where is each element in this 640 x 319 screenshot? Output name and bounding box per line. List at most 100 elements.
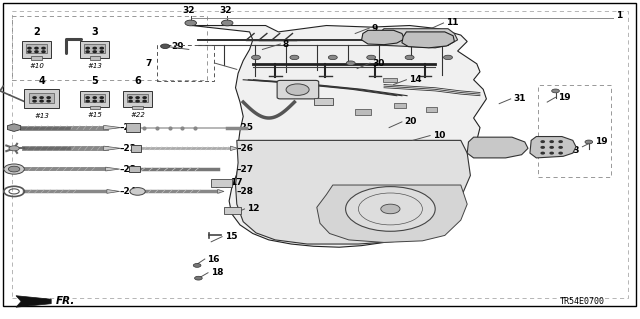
Text: #22: #22 <box>130 112 145 118</box>
FancyBboxPatch shape <box>22 41 51 58</box>
Circle shape <box>541 146 545 148</box>
Bar <box>132 106 143 109</box>
Circle shape <box>407 35 419 41</box>
Circle shape <box>33 100 36 102</box>
Polygon shape <box>106 167 120 171</box>
Circle shape <box>550 152 553 154</box>
Circle shape <box>381 204 400 214</box>
Circle shape <box>390 35 401 41</box>
Circle shape <box>40 97 44 99</box>
Circle shape <box>136 97 140 99</box>
Bar <box>426 107 437 112</box>
Bar <box>90 106 100 109</box>
Circle shape <box>252 55 260 60</box>
Polygon shape <box>530 137 576 158</box>
Circle shape <box>4 164 24 174</box>
Circle shape <box>86 47 89 49</box>
Text: #15: #15 <box>87 112 102 118</box>
Circle shape <box>550 146 553 148</box>
Circle shape <box>8 166 20 172</box>
Bar <box>90 56 100 60</box>
Text: 1: 1 <box>616 11 622 20</box>
Text: TR54E0700: TR54E0700 <box>560 297 605 306</box>
Circle shape <box>559 152 563 154</box>
Text: 6: 6 <box>134 76 141 86</box>
Text: 5: 5 <box>92 76 98 86</box>
Circle shape <box>86 51 89 53</box>
Circle shape <box>221 20 233 26</box>
Circle shape <box>47 100 51 102</box>
Circle shape <box>193 263 201 267</box>
Circle shape <box>100 100 103 102</box>
Text: –23: –23 <box>120 165 137 174</box>
Polygon shape <box>104 125 121 130</box>
FancyBboxPatch shape <box>24 90 59 108</box>
Polygon shape <box>317 185 467 242</box>
Polygon shape <box>104 146 121 151</box>
Text: 20: 20 <box>404 117 417 126</box>
Text: 17: 17 <box>230 178 243 187</box>
FancyBboxPatch shape <box>224 207 241 214</box>
Text: –21: –21 <box>120 123 137 132</box>
Circle shape <box>35 47 38 49</box>
Circle shape <box>9 146 19 151</box>
Text: #10: #10 <box>29 63 44 69</box>
Text: FR.: FR. <box>56 296 75 307</box>
Bar <box>394 103 406 108</box>
Circle shape <box>346 61 355 65</box>
Bar <box>31 56 42 60</box>
Circle shape <box>100 47 103 49</box>
Text: 32: 32 <box>182 6 195 15</box>
Bar <box>26 44 47 53</box>
Circle shape <box>367 55 376 60</box>
Text: 9: 9 <box>372 24 378 33</box>
Polygon shape <box>230 146 238 151</box>
Circle shape <box>585 140 593 144</box>
Bar <box>29 93 54 103</box>
Text: #13: #13 <box>34 114 49 119</box>
Circle shape <box>143 97 146 99</box>
Circle shape <box>290 55 299 60</box>
Text: 11: 11 <box>446 19 459 27</box>
Circle shape <box>550 141 553 142</box>
Polygon shape <box>467 137 528 158</box>
Text: 10: 10 <box>433 131 445 140</box>
Text: #13: #13 <box>87 63 102 69</box>
Text: 16: 16 <box>207 255 220 263</box>
Bar <box>538 85 611 177</box>
FancyBboxPatch shape <box>277 80 319 99</box>
Circle shape <box>100 97 103 99</box>
Circle shape <box>559 146 563 148</box>
Circle shape <box>541 152 545 154</box>
Polygon shape <box>362 30 404 45</box>
Bar <box>129 166 140 172</box>
FancyBboxPatch shape <box>211 179 232 187</box>
Circle shape <box>40 100 44 102</box>
Text: –22: –22 <box>120 144 137 153</box>
Circle shape <box>444 55 452 60</box>
Circle shape <box>93 51 96 53</box>
Text: –25: –25 <box>237 123 254 132</box>
Circle shape <box>130 188 145 195</box>
Text: 30: 30 <box>372 59 385 68</box>
Circle shape <box>424 35 436 41</box>
Bar <box>84 94 106 102</box>
Text: 3: 3 <box>92 27 98 37</box>
Polygon shape <box>8 124 20 131</box>
Bar <box>355 109 371 115</box>
Text: 8: 8 <box>283 40 289 48</box>
FancyBboxPatch shape <box>80 91 109 107</box>
Circle shape <box>93 97 96 99</box>
Circle shape <box>28 51 31 53</box>
Bar <box>127 94 148 102</box>
Polygon shape <box>107 189 120 193</box>
Bar <box>12 16 207 80</box>
Text: 31: 31 <box>513 94 526 103</box>
Text: 4: 4 <box>38 76 45 86</box>
Bar <box>157 45 214 81</box>
Text: 29: 29 <box>172 42 184 51</box>
Circle shape <box>35 51 38 53</box>
Circle shape <box>405 55 414 60</box>
FancyBboxPatch shape <box>123 91 152 107</box>
Text: 19: 19 <box>558 93 571 102</box>
